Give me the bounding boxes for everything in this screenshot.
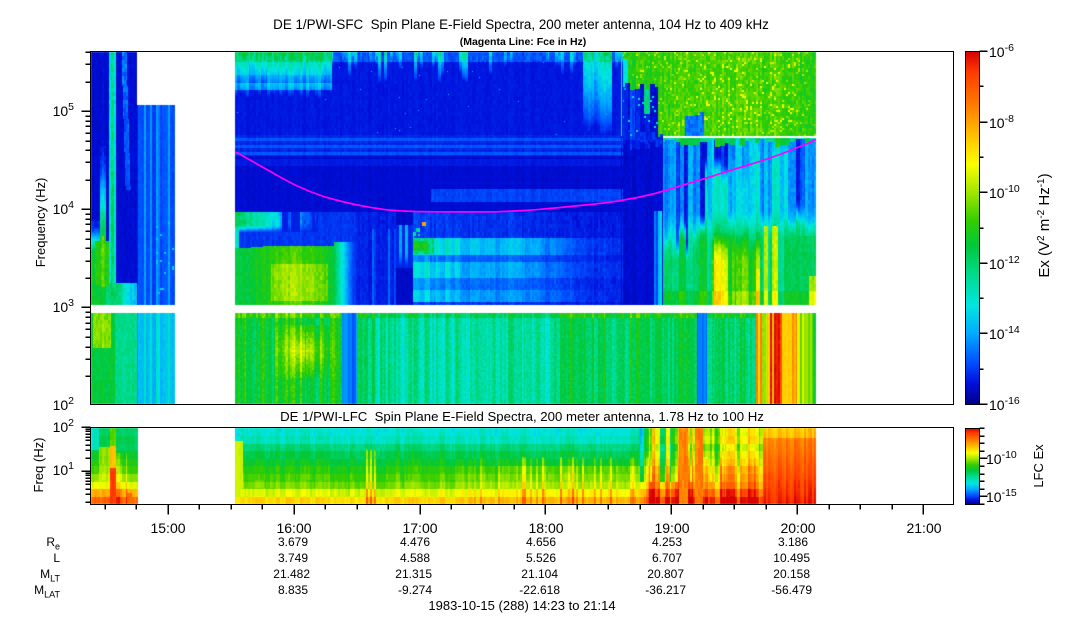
svg-text:Frequency (Hz): Frequency (Hz) xyxy=(33,178,48,268)
svg-text:LFC Ex: LFC Ex xyxy=(1031,444,1046,488)
svg-text:Freq (Hz): Freq (Hz) xyxy=(31,438,46,493)
svg-text:Ex (V2 m-2 Hz-1): Ex (V2 m-2 Hz-1) xyxy=(1036,173,1053,277)
